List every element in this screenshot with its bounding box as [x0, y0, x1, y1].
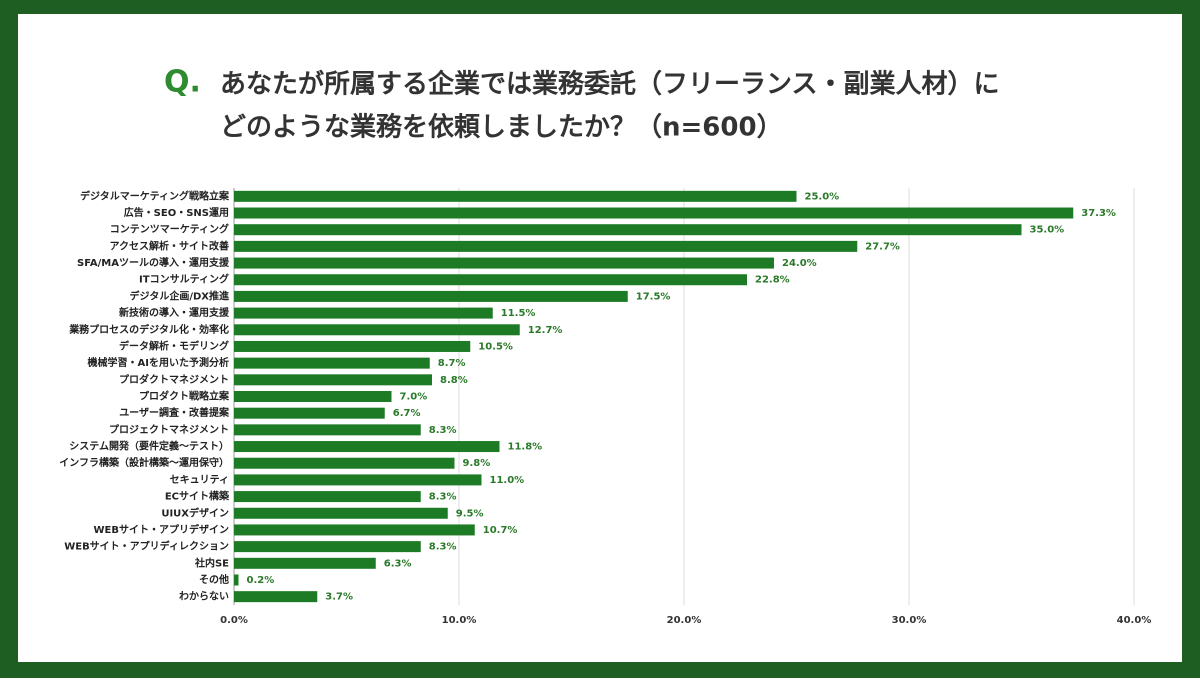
y-tick-label: プロダクト戦略立案 [139, 390, 230, 403]
value-label: 6.7% [393, 408, 421, 419]
x-tick-label: 40.0% [1117, 615, 1152, 626]
y-tick-label: ユーザー調査・改善提案 [119, 406, 230, 419]
bar [234, 274, 747, 286]
bar [234, 507, 448, 519]
bar [234, 190, 797, 202]
y-tick-label: 業務プロセスのデジタル化・効率化 [68, 323, 229, 336]
bar [234, 591, 318, 603]
value-label: 8.8% [440, 375, 468, 386]
y-tick-label: その他 [199, 573, 229, 586]
value-label: 6.3% [384, 558, 412, 569]
value-label: 35.0% [1030, 225, 1065, 236]
bar [234, 240, 858, 252]
x-tick-label: 10.0% [442, 615, 477, 626]
y-tick-label: ECサイト構築 [165, 490, 230, 503]
y-tick-label: システム開発（要件定義～テスト） [69, 440, 229, 453]
bar [234, 541, 421, 553]
bar [234, 307, 493, 319]
y-tick-label: セキュリティ [170, 474, 229, 486]
value-label: 17.5% [636, 291, 671, 302]
bar [234, 391, 392, 402]
x-tick-label: 0.0% [220, 615, 248, 626]
bar [234, 491, 421, 503]
y-tick-label: データ解析・モデリング [119, 339, 229, 352]
value-label: 11.5% [501, 308, 536, 319]
value-label: 12.7% [528, 325, 563, 336]
value-label: 10.7% [483, 525, 518, 536]
value-label: 8.7% [438, 358, 466, 369]
bar [234, 441, 500, 453]
chart-title: あなたが所属する企業では業務委託（フリーランス・副業人材）に [220, 69, 999, 100]
bar [234, 324, 520, 336]
value-label: 37.3% [1081, 208, 1116, 219]
y-tick-label: ITコンサルティング [139, 273, 229, 286]
y-tick-label: デジタルマーケティング戦略立案 [80, 189, 230, 202]
value-label: 8.3% [429, 542, 457, 553]
y-tick-label: 広告・SEO・SNS運用 [124, 206, 229, 219]
value-label: 22.8% [755, 275, 790, 286]
value-label: 9.8% [463, 458, 491, 469]
y-tick-label: WEBサイト・アプリデザイン [94, 523, 229, 536]
bar [234, 524, 475, 536]
bar [234, 257, 774, 269]
y-tick-label: 機械学習・AIを用いた予測分析 [88, 356, 229, 369]
y-tick-label: アクセス解析・サイト改善 [110, 239, 230, 252]
value-label: 8.3% [429, 425, 457, 436]
bar [234, 407, 385, 419]
x-tick-label: 20.0% [667, 615, 702, 626]
value-label: 8.3% [429, 492, 457, 503]
y-tick-label: WEBサイト・アプリディレクション [64, 540, 229, 553]
title-marker: Q. [164, 65, 201, 100]
value-label: 11.0% [490, 475, 525, 486]
value-label: 10.5% [478, 341, 513, 352]
panel [18, 14, 1182, 662]
bar [234, 207, 1074, 219]
value-label: 7.0% [400, 392, 428, 403]
y-tick-label: デジタル企画/DX推進 [130, 289, 230, 302]
y-tick-label: コンテンツマーケティング [110, 223, 229, 236]
bar [234, 224, 1022, 236]
bar [234, 474, 482, 486]
bar [234, 340, 471, 352]
bar [234, 374, 432, 386]
bar [234, 424, 421, 436]
bar [234, 357, 430, 369]
value-label: 9.5% [456, 508, 484, 519]
chart-title: どのような業務を依頼しましたか？（n=600） [220, 113, 783, 143]
value-label: 24.0% [782, 258, 817, 269]
value-label: 25.0% [805, 191, 840, 202]
bar [234, 290, 628, 302]
x-tick-label: 30.0% [892, 615, 927, 626]
y-tick-label: SFA/MAツールの導入・運用支援 [77, 256, 230, 269]
y-tick-label: インフラ構築（設計構築～運用保守） [59, 456, 229, 469]
y-tick-label: 新技術の導入・運用支援 [119, 306, 230, 319]
value-label: 11.8% [508, 442, 543, 453]
y-tick-label: わからない [179, 591, 229, 603]
y-tick-label: プロジェクトマネジメント [109, 423, 229, 436]
bar [234, 574, 239, 586]
value-label: 3.7% [325, 592, 353, 603]
value-label: 0.2% [247, 575, 275, 586]
value-label: 27.7% [865, 241, 900, 252]
bar [234, 457, 455, 469]
y-tick-label: UIUXデザイン [161, 506, 229, 519]
bar [234, 557, 376, 569]
y-tick-label: 社内SE [194, 556, 229, 569]
y-tick-label: プロダクトマネジメント [119, 373, 229, 386]
